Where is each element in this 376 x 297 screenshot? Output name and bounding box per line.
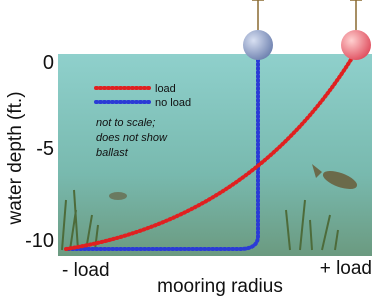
tether (350, 0, 362, 30)
buoy (243, 30, 273, 60)
y-tick-label: -10 (25, 230, 54, 252)
y-tick-label: 0 (43, 52, 54, 74)
note-line: does not show (96, 132, 168, 144)
tether (252, 0, 264, 30)
note-line: not to scale; (96, 117, 155, 129)
x-left-label: - load (62, 260, 110, 281)
x-axis-label: mooring radius (157, 276, 283, 297)
buoy (341, 30, 371, 60)
legend-label: no load (155, 97, 191, 109)
y-tick-label: -5 (36, 138, 54, 160)
mooring-diagram: load no load not to scale; does not show… (0, 0, 376, 297)
x-right-label: + load (320, 258, 372, 279)
note-line: ballast (96, 147, 129, 159)
legend-label: load (155, 83, 176, 95)
y-axis-label: water depth (ft.) (5, 91, 26, 225)
